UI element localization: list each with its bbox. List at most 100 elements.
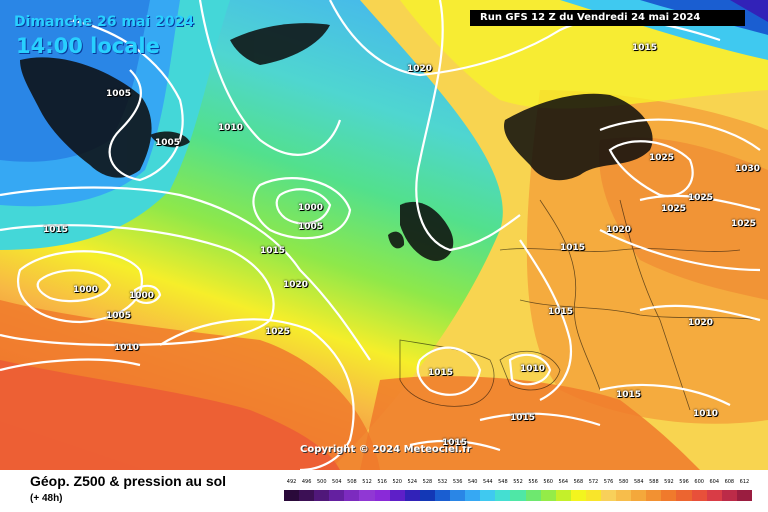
isobar-label: 1025 [688, 193, 714, 203]
isobar-label: 1020 [606, 225, 632, 235]
high-1025-scandi [608, 140, 694, 198]
isobar-label: 1005 [106, 311, 132, 321]
isobar-line [69, 18, 184, 182]
isobar-label: 1010 [520, 364, 546, 374]
colorbar-ticks: 492 496 500 504 508 512 516 520 524 528 532 536 540 5… [284, 479, 752, 489]
colorbar-tick: 600 [694, 479, 704, 485]
isobar-label: 1025 [265, 327, 291, 337]
colorbar-tick: 580 [618, 479, 629, 485]
colorbar-tick: 572 [588, 479, 599, 485]
isobar-label: 1010 [218, 123, 244, 133]
isobar-label: 1020 [688, 318, 714, 328]
isobar-line [0, 186, 371, 361]
colorbar-swatch [374, 490, 390, 501]
svalbard-coast [230, 23, 330, 65]
isobar-line [599, 229, 761, 272]
colorbar-tick: 584 [633, 479, 644, 485]
isobar-label: 1015 [632, 43, 658, 53]
low-center-1000-west [36, 269, 112, 303]
colorbar-tick: 564 [558, 479, 569, 485]
colorbar-swatch [616, 490, 632, 501]
isobar-label: 1005 [106, 89, 132, 99]
colorbar-tick: 612 [739, 479, 750, 485]
colorbar-tick: 500 [316, 479, 327, 485]
isobar-label: 1025 [649, 153, 675, 163]
isobar-label: 1015 [548, 307, 574, 317]
colorbar-swatch [434, 490, 451, 501]
colorbar-tick: 588 [649, 479, 659, 485]
low-ring-1005-west [17, 250, 143, 324]
colorbar-tick: 524 [407, 479, 418, 485]
colorbar-tick: 608 [724, 479, 735, 485]
isobar-label: 1025 [661, 204, 687, 214]
colorbar-tick: 536 [452, 479, 463, 485]
colorbar-tick: 560 [543, 479, 553, 485]
colorbar-swatch [676, 490, 692, 501]
isobar-label: 1000 [298, 203, 324, 213]
isobar-line [479, 412, 601, 427]
colorbar-swatch [721, 490, 737, 501]
border-line [539, 199, 601, 391]
isobar-line [519, 239, 573, 401]
isobar-label: 1020 [283, 280, 309, 290]
colorbar-swatch [404, 490, 420, 501]
colorbar-swatch [344, 490, 360, 501]
colorbar-swatch [540, 490, 556, 501]
italy-outline [499, 351, 561, 391]
colorbar-tick: 512 [362, 479, 372, 485]
colorbar-swatch [314, 490, 330, 501]
isobar-line [159, 318, 355, 470]
colorbar-swatch [661, 490, 677, 501]
colorbar-tick: 528 [422, 479, 433, 485]
colorbar-tick: 496 [301, 479, 312, 485]
colorbar-swatch [284, 490, 300, 501]
legend-panel: Géop. Z500 & pression au sol (+ 48h) 492… [0, 470, 768, 512]
isobar-line [599, 118, 761, 151]
isobar-label: 1015 [616, 390, 642, 400]
colorbar-swatch [510, 490, 526, 501]
colorbar-swatch [359, 490, 375, 501]
isobar-line [0, 358, 141, 372]
isobar-label: 1015 [510, 413, 536, 423]
colorbar-swatch [495, 490, 511, 501]
colorbar-swatch [299, 490, 315, 501]
colorbar-tick: 492 [286, 479, 297, 485]
run-banner: Run GFS 12 Z du Vendredi 24 mai 2024 [470, 10, 745, 26]
high-1020-corsica [508, 353, 552, 386]
colorbar-tick: 556 [528, 479, 538, 485]
isobar-line [639, 194, 761, 212]
warm-sw-core [0, 360, 340, 470]
border-line [499, 248, 741, 252]
isobar-label: 1020 [407, 64, 433, 74]
low-ring-1005 [252, 177, 352, 240]
greenland-coast [20, 57, 152, 178]
isobar-label: 1015 [260, 246, 286, 256]
weather-map: Dimanche 26 mai 2024 14:00 locale Run GF… [0, 0, 768, 470]
colorbar-tick: 596 [679, 479, 689, 485]
copyright-notice: Copyright © 2024 Meteociel.fr [300, 444, 472, 455]
colorbar-tick: 516 [377, 479, 387, 485]
colorbar-tick: 544 [483, 479, 493, 485]
forecast-time: 14:00 locale [16, 34, 160, 58]
colorbar-swatch [419, 490, 435, 501]
colorbar-tick: 592 [664, 479, 674, 485]
low-center-1000-b [133, 284, 162, 304]
border-line [519, 299, 761, 321]
map-canvas [0, 0, 768, 470]
colorbar-swatch [389, 490, 405, 501]
colorbar-swatch [736, 490, 752, 501]
colorbar [284, 490, 752, 501]
colorbar-swatch [691, 490, 707, 501]
colorbar-tick: 540 [467, 479, 478, 485]
isobar-label: 1000 [129, 291, 155, 301]
isobar-label: 1015 [560, 243, 586, 253]
forecast-date: Dimanche 26 mai 2024 [14, 14, 195, 30]
isobar-line [415, 0, 521, 252]
low-center-1000 [275, 188, 332, 225]
colorbar-swatch [631, 490, 647, 501]
colorbar-swatch [570, 490, 586, 501]
colorbar-tick: 548 [498, 479, 508, 485]
isobar-label: 1015 [43, 225, 69, 235]
low-1015-iberia [416, 346, 482, 396]
borders [399, 199, 761, 411]
